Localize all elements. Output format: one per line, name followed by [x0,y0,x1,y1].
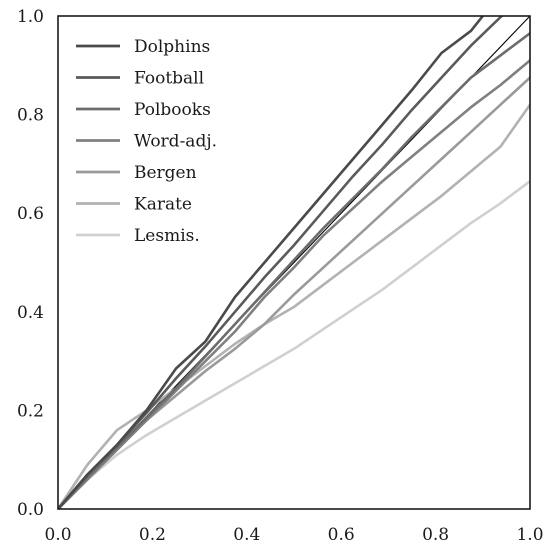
x-tick-label: 0.0 [44,525,71,545]
series-line-karate [58,103,530,509]
legend: Dolphins Football Polbooks Word-adj. Bergen K… [76,37,217,246]
y-tick-label: 0.0 [17,500,44,520]
series-lines [58,16,530,509]
axis-ticks: 0.0 0.2 0.4 0.6 0.8 1.0 0.0 0.2 0.4 0.6 0.8 1.0 [17,7,544,545]
series-line-dolphins [58,16,485,509]
x-tick-label: 1.0 [516,525,543,545]
legend-label: Football [134,69,204,89]
y-tick-label: 0.2 [17,401,44,421]
legend-label: Dolphins [134,37,210,57]
x-tick-label: 0.4 [233,525,260,545]
y-tick-label: 0.4 [17,303,44,323]
x-tick-label: 0.6 [328,525,355,545]
legend-label: Lesmis. [134,226,200,246]
series-line-word-adj [58,59,530,509]
legend-label: Bergen [134,163,197,183]
x-tick-label: 0.8 [422,525,449,545]
y-tick-label: 0.6 [17,204,44,224]
y-tick-label: 0.8 [17,106,44,126]
legend-label: Karate [134,195,192,215]
legend-label: Word-adj. [134,132,217,152]
series-line-bergen [58,76,530,509]
plot-frame [57,15,531,510]
x-tick-label: 0.2 [139,525,166,545]
series-line-polbooks [58,31,530,509]
series-line-lesmis [58,179,530,509]
y-tick-label: 1.0 [17,7,44,27]
legend-label: Polbooks [134,100,211,120]
